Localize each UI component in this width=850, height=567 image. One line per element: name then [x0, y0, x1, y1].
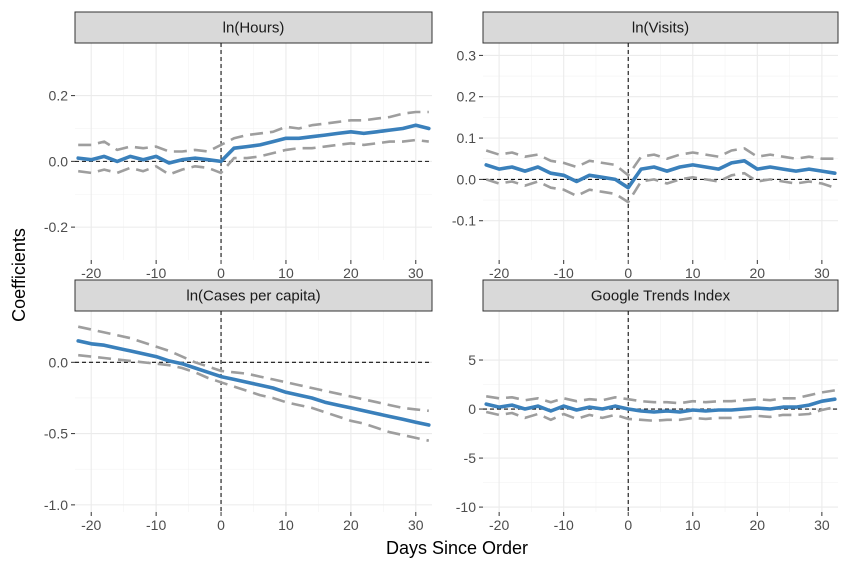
coefficient-estimate-line — [76, 123, 431, 165]
y-tick-label: -0.1 — [452, 213, 476, 229]
y-tick-label: 0.0 — [49, 354, 69, 370]
y-tick-label: 0 — [468, 401, 476, 417]
x-axis-title: Days Since Order — [386, 538, 528, 558]
x-tick-label: 30 — [408, 265, 424, 281]
coefficient-estimate-line — [484, 397, 837, 414]
y-tick-label: 0.3 — [457, 47, 477, 63]
x-tick-label: -10 — [146, 265, 166, 281]
y-tick-label: -5 — [464, 450, 477, 466]
y-tick-label: -10 — [456, 499, 476, 515]
upper-confidence-line — [485, 147, 835, 177]
y-tick-label: 0.2 — [49, 88, 69, 104]
x-tick-label: 20 — [343, 517, 359, 533]
x-tick-label: -20 — [81, 265, 101, 281]
y-axis-title: Coefficients — [9, 228, 29, 322]
y-tick-label: -0.2 — [44, 219, 68, 235]
x-tick-label: 30 — [814, 265, 830, 281]
panel-title: ln(Hours) — [223, 20, 285, 37]
y-tick-label: 0.0 — [49, 153, 69, 169]
panel-3: ln(Cases per capita) -1.0 -0.5 0.0 -20 -10 0 10… — [44, 279, 433, 533]
x-tick-label: 10 — [278, 517, 294, 533]
coefficient-estimate-line — [76, 339, 431, 427]
x-tick-label: 0 — [624, 517, 632, 533]
x-tick-label: 10 — [685, 265, 701, 281]
lower-confidence-line — [78, 138, 429, 176]
x-tick-label: -20 — [489, 517, 509, 533]
upper-confidence-line — [77, 325, 429, 413]
panel-2: ln(Visits) -0.1 0.0 0.1 0.2 0.3 -20 -10 0 10 20 30 — [452, 11, 839, 281]
panel-title: ln(Cases per capita) — [186, 288, 320, 305]
lower-confidence-line — [485, 171, 836, 204]
panel-1: ln(Hours) -0.2 0.0 0.2 -20 -10 0 10 20 30 — [44, 11, 433, 281]
y-tick-label: -1.0 — [44, 497, 68, 513]
x-tick-label: -10 — [554, 517, 574, 533]
y-tick-label: 0.2 — [457, 89, 477, 105]
x-tick-label: -20 — [489, 265, 509, 281]
lower-confidence-line — [485, 405, 836, 423]
lower-confidence-line — [78, 353, 430, 442]
panel-4: Google Trends Index -10 -5 0 5 -20 -10 0 10 20 30 — [456, 279, 839, 533]
panel-strip — [74, 11, 433, 44]
x-tick-label: 10 — [685, 517, 701, 533]
x-tick-label: -10 — [554, 265, 574, 281]
y-tick-label: -0.5 — [44, 426, 68, 442]
panel-title: ln(Visits) — [632, 20, 689, 37]
y-tick-label: 0.1 — [457, 130, 477, 146]
x-tick-label: 0 — [217, 265, 225, 281]
x-tick-label: 30 — [408, 517, 424, 533]
x-tick-label: 10 — [278, 265, 294, 281]
panel-strip — [482, 279, 839, 312]
x-tick-label: 30 — [814, 517, 830, 533]
panel-title: Google Trends Index — [591, 288, 731, 305]
upper-confidence-line — [78, 110, 429, 153]
x-tick-label: 0 — [624, 265, 632, 281]
panel-strip — [482, 11, 839, 44]
y-tick-label: 5 — [468, 352, 476, 368]
x-tick-label: -10 — [146, 517, 166, 533]
panel-strip — [74, 279, 433, 312]
x-tick-label: 0 — [217, 517, 225, 533]
x-tick-label: 20 — [750, 517, 766, 533]
y-tick-label: 0.0 — [457, 171, 477, 187]
panels-layer: ln(Hours)-0.20.00.2-20 -10 0 10 20 30ln(Visit… — [44, 11, 839, 533]
coefficient-estimate-line — [484, 159, 837, 190]
x-tick-label: 20 — [750, 265, 766, 281]
x-tick-label: -20 — [81, 517, 101, 533]
x-tick-label: 20 — [343, 265, 359, 281]
